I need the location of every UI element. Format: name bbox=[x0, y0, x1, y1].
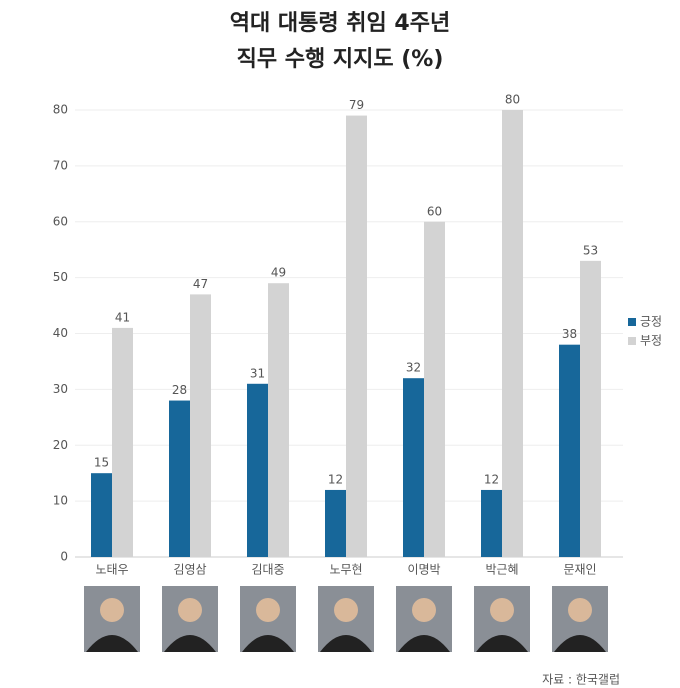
x-tick-label: 문재인 bbox=[563, 563, 596, 577]
chart-title: 직무 수행 지지도 (%) bbox=[237, 47, 444, 72]
y-tick-label: 30 bbox=[53, 382, 68, 396]
bar bbox=[190, 294, 211, 557]
x-tick-label: 이명박 bbox=[407, 563, 440, 577]
legend-label: 부정 bbox=[640, 334, 662, 348]
chart-title: 역대 대통령 취임 4주년 bbox=[230, 11, 450, 36]
portrait-suit bbox=[554, 635, 606, 652]
value-label: 49 bbox=[271, 266, 286, 280]
value-label: 79 bbox=[349, 98, 364, 112]
bar bbox=[481, 489, 502, 557]
value-label: 32 bbox=[406, 361, 421, 375]
x-tick-label: 노무현 bbox=[329, 563, 362, 577]
bar bbox=[247, 383, 268, 557]
portrait-suit bbox=[86, 635, 138, 652]
y-tick-label: 60 bbox=[53, 214, 68, 228]
bar bbox=[502, 110, 523, 557]
portrait-suit bbox=[164, 635, 216, 652]
x-tick-label: 김영삼 bbox=[173, 563, 206, 577]
value-label: 60 bbox=[427, 204, 442, 218]
bar bbox=[112, 327, 133, 557]
portrait-suit bbox=[320, 635, 372, 652]
bar bbox=[325, 489, 346, 557]
portrait-face bbox=[490, 598, 514, 622]
bar bbox=[424, 221, 445, 557]
portrait-face bbox=[100, 598, 124, 622]
bar bbox=[346, 115, 367, 558]
bar bbox=[403, 378, 424, 557]
y-tick-label: 20 bbox=[53, 438, 68, 452]
value-label: 41 bbox=[115, 310, 130, 324]
legend-swatch bbox=[628, 318, 636, 326]
portrait-suit bbox=[398, 635, 450, 652]
y-tick-label: 80 bbox=[53, 103, 68, 117]
bar bbox=[580, 260, 601, 557]
value-label: 12 bbox=[328, 472, 343, 486]
legend-swatch bbox=[628, 337, 636, 345]
portrait-face bbox=[568, 598, 592, 622]
x-tick-label: 박근혜 bbox=[485, 563, 518, 577]
value-label: 15 bbox=[94, 456, 109, 470]
bar bbox=[268, 283, 289, 557]
portrait-face bbox=[334, 598, 358, 622]
bar bbox=[559, 344, 580, 557]
value-label: 38 bbox=[562, 327, 577, 341]
portrait-face bbox=[178, 598, 202, 622]
portrait-suit bbox=[476, 635, 528, 652]
value-label: 28 bbox=[172, 383, 187, 397]
value-label: 47 bbox=[193, 277, 208, 291]
y-tick-label: 0 bbox=[60, 550, 68, 564]
bar bbox=[91, 473, 112, 557]
y-tick-label: 40 bbox=[53, 326, 68, 340]
bar bbox=[169, 400, 190, 557]
y-tick-label: 70 bbox=[53, 158, 68, 172]
portrait-suit bbox=[242, 635, 294, 652]
x-tick-label: 노태우 bbox=[95, 563, 128, 577]
x-tick-label: 김대중 bbox=[251, 563, 284, 577]
source: 자료 : 한국갤럽 bbox=[542, 673, 620, 687]
value-label: 12 bbox=[484, 472, 499, 486]
portrait-face bbox=[412, 598, 436, 622]
value-label: 80 bbox=[505, 93, 520, 107]
y-tick-label: 10 bbox=[53, 494, 68, 508]
value-label: 31 bbox=[250, 366, 265, 380]
value-label: 53 bbox=[583, 243, 598, 257]
portrait-face bbox=[256, 598, 280, 622]
legend-label: 긍정 bbox=[640, 315, 662, 329]
y-tick-label: 50 bbox=[53, 270, 68, 284]
